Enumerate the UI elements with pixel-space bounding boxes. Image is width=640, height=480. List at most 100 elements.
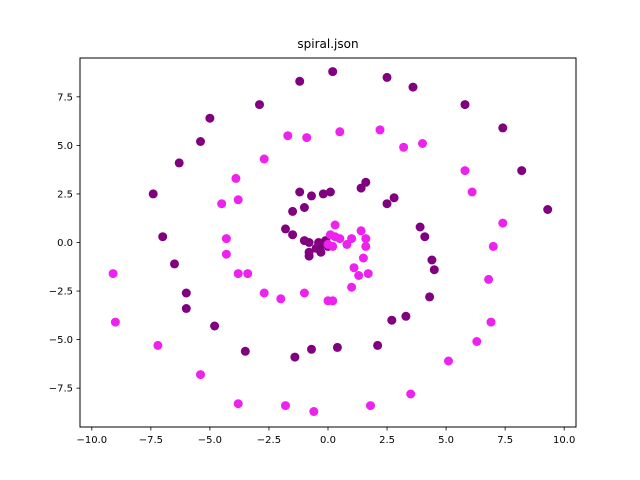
data-point [363, 269, 373, 279]
data-point [488, 241, 498, 251]
data-point [335, 127, 345, 137]
data-point [281, 401, 290, 411]
data-point [382, 72, 392, 82]
x-tick-label: 2.5 [379, 435, 395, 446]
data-point [299, 203, 309, 212]
data-point [366, 401, 375, 411]
data-point [304, 251, 314, 261]
data-point [259, 288, 269, 298]
data-point [196, 370, 205, 380]
data-point [342, 239, 352, 249]
y-axis: −7.5 −5.0 −2.5 0.0 2.5 5.0 7.5 [49, 92, 80, 395]
data-point [354, 271, 364, 280]
data-point [288, 230, 298, 240]
data-point [316, 247, 326, 257]
data-point [299, 288, 309, 298]
data-point [233, 399, 243, 409]
data-point [420, 232, 430, 242]
x-tick-label: 0.0 [320, 435, 336, 446]
data-point [408, 82, 418, 92]
data-point [358, 253, 368, 263]
y-tick-label: 7.5 [57, 92, 73, 103]
data-point [517, 166, 527, 176]
data-point [444, 356, 453, 366]
data-point [401, 311, 411, 321]
data-point [349, 263, 359, 273]
x-tick-label: −10.0 [76, 435, 107, 446]
y-tick-label: −2.5 [49, 287, 73, 298]
data-point [406, 389, 416, 399]
data-point [460, 166, 470, 176]
data-point [356, 183, 366, 193]
data-point [415, 222, 425, 232]
data-point [295, 76, 305, 86]
data-point [290, 352, 300, 362]
data-point [382, 199, 392, 209]
data-point [328, 241, 338, 251]
x-tick-label: 7.5 [497, 435, 513, 446]
data-point [304, 238, 314, 247]
data-point [243, 269, 253, 279]
data-point [399, 142, 409, 152]
x-tick-label: −7.5 [139, 435, 163, 446]
data-point [389, 193, 399, 203]
data-point [418, 139, 427, 148]
data-point [361, 241, 371, 251]
data-point [328, 67, 338, 77]
data-point [375, 125, 385, 135]
data-point [295, 187, 305, 197]
data-point [181, 288, 191, 298]
data-point [429, 265, 439, 275]
data-point [240, 346, 250, 356]
data-point [276, 294, 286, 304]
data-point [361, 234, 371, 244]
data-point [498, 218, 508, 228]
y-tick-label: 2.5 [57, 189, 73, 200]
data-point [259, 154, 269, 164]
data-point [427, 255, 437, 265]
x-tick-label: 10.0 [553, 435, 575, 446]
data-point [328, 296, 338, 306]
data-point [332, 342, 342, 352]
y-tick-label: −5.0 [49, 335, 73, 346]
y-tick-label: 0.0 [57, 238, 73, 249]
data-point [347, 282, 357, 292]
data-point [307, 191, 316, 201]
data-point [221, 249, 231, 259]
y-tick-label: 5.0 [57, 141, 73, 152]
data-point [233, 269, 243, 279]
data-point [196, 137, 205, 146]
data-point [174, 158, 184, 168]
data-point [255, 100, 264, 110]
data-point [472, 337, 482, 346]
data-point [498, 123, 508, 133]
data-point [309, 407, 319, 416]
data-point [302, 133, 312, 143]
x-tick-label: 5.0 [438, 435, 454, 446]
x-tick-label: −5.0 [198, 435, 222, 446]
data-point [318, 189, 328, 199]
data-point [281, 224, 290, 234]
data-point [217, 199, 227, 209]
data-point [387, 315, 397, 325]
data-point [233, 195, 243, 205]
chart-title: spiral.json [297, 37, 358, 51]
data-point [153, 340, 163, 350]
data-point [484, 274, 494, 284]
data-point [181, 304, 191, 313]
data-point [467, 187, 477, 197]
data-point [108, 269, 118, 279]
data-point [425, 292, 435, 302]
data-point [283, 131, 293, 141]
y-tick-label: −7.5 [49, 384, 73, 395]
data-point [325, 230, 335, 240]
data-point [543, 205, 553, 214]
x-tick-label: −2.5 [257, 435, 281, 446]
data-point [356, 226, 366, 236]
data-point [460, 100, 470, 110]
points-layer [108, 67, 553, 416]
data-point [170, 259, 179, 269]
data-point [110, 317, 120, 327]
data-point [221, 234, 231, 244]
